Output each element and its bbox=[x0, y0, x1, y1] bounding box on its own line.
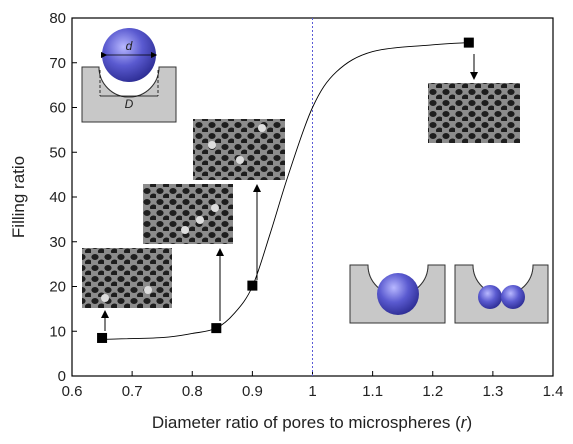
data-point bbox=[97, 333, 107, 343]
x-tick-label: 1.1 bbox=[362, 383, 383, 400]
annotation: d bbox=[126, 39, 133, 53]
chart: d D Filling ratio Diameter ratio of pore… bbox=[0, 0, 573, 439]
x-axis-label-part: ) bbox=[466, 413, 472, 432]
x-tick-label: 0.9 bbox=[242, 383, 263, 400]
y-tick-label: 0 bbox=[58, 368, 66, 385]
x-tick-label: 1.3 bbox=[482, 383, 503, 400]
y-tick-label: 50 bbox=[49, 144, 66, 161]
y-tick-label: 30 bbox=[49, 234, 66, 251]
x-tick-label: 1.2 bbox=[422, 383, 443, 400]
y-tick-label: 20 bbox=[49, 279, 66, 296]
x-tick-label: 1.4 bbox=[543, 383, 564, 400]
x-axis-label-part: Diameter ratio of pores to microspheres … bbox=[152, 413, 461, 432]
annotation: D bbox=[125, 97, 134, 111]
insets bbox=[82, 28, 548, 331]
x-tick-label: 0.6 bbox=[62, 383, 83, 400]
x-axis-label: Diameter ratio of pores to microspheres … bbox=[152, 413, 472, 432]
y-tick-label: 70 bbox=[49, 55, 66, 72]
y-tick-label: 40 bbox=[49, 189, 66, 206]
y-tick-label: 80 bbox=[49, 10, 66, 27]
y-axis-label: Filling ratio bbox=[9, 156, 28, 238]
y-tick-label: 60 bbox=[49, 100, 66, 117]
x-tick-label: 1 bbox=[308, 383, 316, 400]
x-tick-label: 0.8 bbox=[182, 383, 203, 400]
x-tick-label: 0.7 bbox=[122, 383, 143, 400]
y-tick-label: 10 bbox=[49, 323, 66, 340]
